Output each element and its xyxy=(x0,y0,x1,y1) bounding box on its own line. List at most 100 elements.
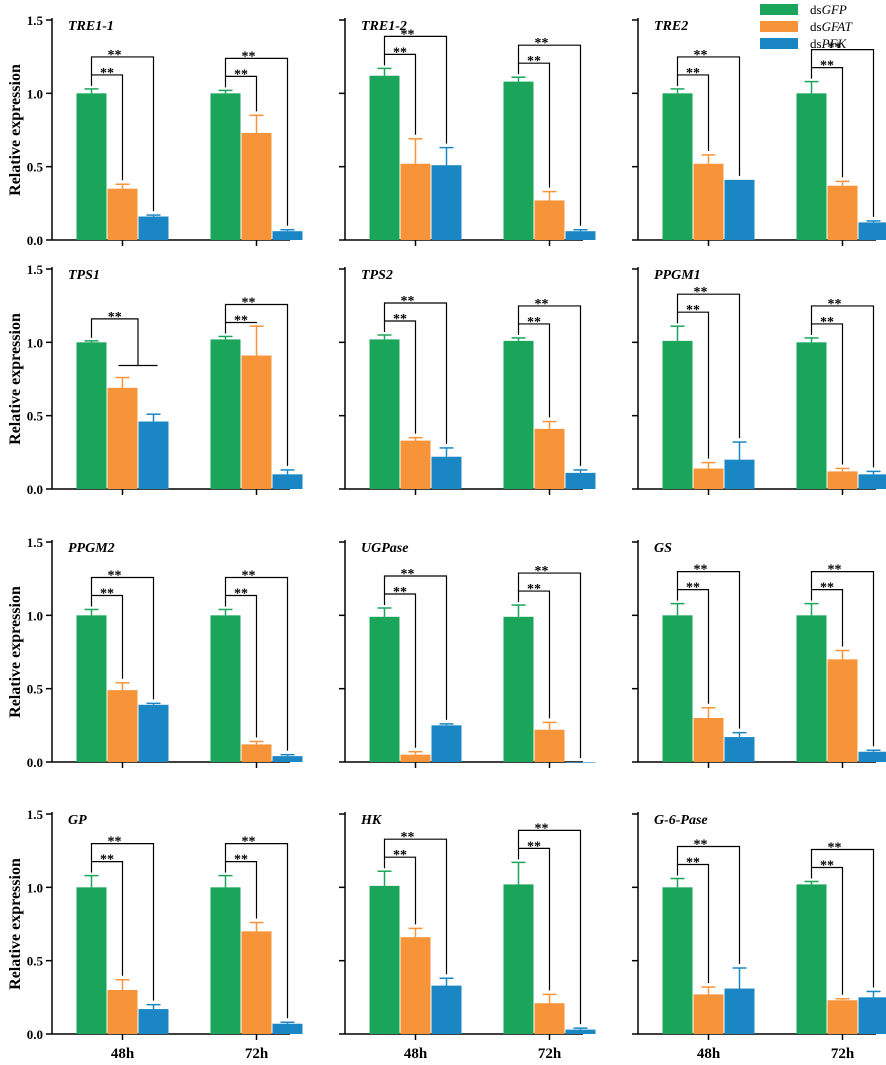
panel-gp: 0.0 0.5 1.0 1.5 48h 72h GP ** ** ** ** xyxy=(27,807,303,1062)
bar-pfk-72h xyxy=(272,756,303,762)
significance-label: ** xyxy=(393,585,407,600)
panel-title: TRE1-2 xyxy=(361,19,407,34)
significance-bracket xyxy=(810,570,875,747)
significance-bracket xyxy=(224,576,289,751)
significance-bracket xyxy=(224,860,258,919)
y-tick-label: 1.0 xyxy=(27,86,43,101)
significance-label: ** xyxy=(694,838,708,853)
bar-gfp-48h xyxy=(369,885,400,1034)
y-tick-label: 1.0 xyxy=(27,880,43,895)
significance-bracket xyxy=(383,35,448,144)
legend-label-gfp: dsGFP xyxy=(810,2,847,17)
bar-gfat-72h xyxy=(241,132,272,240)
bar-gfat-48h xyxy=(107,990,138,1034)
y-tick-label: 0.0 xyxy=(27,482,43,497)
significance-bracket xyxy=(676,863,710,984)
bar-gfat-72h xyxy=(827,1000,858,1034)
significance-label: ** xyxy=(234,586,248,601)
significance-bracket xyxy=(90,318,139,366)
significance-bracket xyxy=(383,575,448,720)
panel-tps2: TPS2 ** ** ** ** xyxy=(339,267,596,495)
significance-label: ** xyxy=(108,835,122,850)
significance-bracket xyxy=(676,845,741,964)
significance-bracket xyxy=(90,594,124,679)
significance-bracket xyxy=(810,48,875,217)
panel-ppgm1: PPGM1 ** ** ** ** xyxy=(632,267,886,495)
significance-label: ** xyxy=(820,59,834,74)
bar-pfk-72h xyxy=(272,1023,303,1034)
bar-pfk-48h xyxy=(724,737,755,762)
significance-label: ** xyxy=(401,27,415,42)
significance-label: ** xyxy=(234,313,248,328)
bar-gfat-48h xyxy=(693,994,724,1034)
panel-title: TRE2 xyxy=(654,19,688,34)
significance-label: ** xyxy=(401,294,415,309)
significance-label: ** xyxy=(242,568,256,583)
bar-gfp-72h xyxy=(503,340,534,489)
bar-gfat-72h xyxy=(827,659,858,762)
bar-gfp-72h xyxy=(503,81,534,240)
y-tick-label: 0.0 xyxy=(27,233,43,248)
bar-gfp-72h xyxy=(796,342,827,489)
significance-label: ** xyxy=(100,853,114,868)
bar-gfp-48h xyxy=(662,340,693,489)
bar-pfk-72h xyxy=(565,762,596,763)
x-tick-label: 48h xyxy=(697,1046,721,1062)
significance-bracket xyxy=(676,570,741,729)
panel-g-6-pase: 48h 72h G-6-Pase ** ** ** ** xyxy=(632,812,886,1062)
bar-gfat-48h xyxy=(400,163,431,240)
significance-label: ** xyxy=(527,839,541,854)
significance-label: ** xyxy=(242,835,256,850)
bar-gfp-72h xyxy=(503,616,534,762)
significance-bracket xyxy=(676,56,741,176)
significance-bracket xyxy=(90,56,155,212)
bar-gfp-48h xyxy=(369,339,400,489)
y-axis-label: Relative expression xyxy=(7,313,24,445)
significance-label: ** xyxy=(535,36,549,51)
y-tick-label: 0.0 xyxy=(27,755,43,770)
significance-bracket xyxy=(676,311,710,459)
significance-label: ** xyxy=(694,563,708,578)
bar-gfp-48h xyxy=(662,93,693,240)
bar-gfp-48h xyxy=(369,75,400,240)
significance-bracket xyxy=(224,75,258,112)
bar-pfk-72h xyxy=(565,231,596,240)
y-axis-label: Relative expression xyxy=(7,586,24,718)
bar-pfk-48h xyxy=(431,725,462,762)
significance-bracket xyxy=(810,66,844,178)
significance-label: ** xyxy=(100,66,114,81)
significance-bracket xyxy=(224,594,258,738)
y-tick-label: 1.5 xyxy=(27,262,44,277)
y-tick-label: 1.5 xyxy=(27,13,44,28)
significance-label: ** xyxy=(820,581,834,596)
significance-bracket xyxy=(383,593,417,748)
bar-gfat-48h xyxy=(693,163,724,240)
bar-pfk-72h xyxy=(272,474,303,489)
y-tick-label: 1.5 xyxy=(27,807,44,822)
panel-title: GP xyxy=(68,813,87,828)
bar-gfat-72h xyxy=(241,744,272,762)
bar-gfat-48h xyxy=(400,440,431,489)
panel-tre1-2: TRE1-2******** xyxy=(339,18,596,246)
bar-pfk-48h xyxy=(431,456,462,489)
significance-label: ** xyxy=(401,567,415,582)
significance-bracket xyxy=(90,860,124,976)
panel-title: HK xyxy=(360,813,383,828)
significance-bracket xyxy=(517,305,582,466)
significance-label: ** xyxy=(535,821,549,836)
significance-bracket xyxy=(90,74,124,181)
significance-bracket xyxy=(810,848,875,988)
bar-gfp-48h xyxy=(76,342,107,489)
bar-gfp-48h xyxy=(369,616,400,762)
bar-gfp-72h xyxy=(503,884,534,1034)
bar-gfp-72h xyxy=(210,339,241,489)
x-tick-label: 48h xyxy=(404,1046,428,1062)
bar-pfk-48h xyxy=(431,165,462,240)
bar-gfp-48h xyxy=(662,615,693,762)
y-tick-label: 1.0 xyxy=(27,608,43,623)
significance-label: ** xyxy=(234,67,248,82)
significance-bracket xyxy=(517,847,551,991)
panel-title: TPS2 xyxy=(361,268,393,283)
y-tick-label: 0.5 xyxy=(27,160,44,175)
